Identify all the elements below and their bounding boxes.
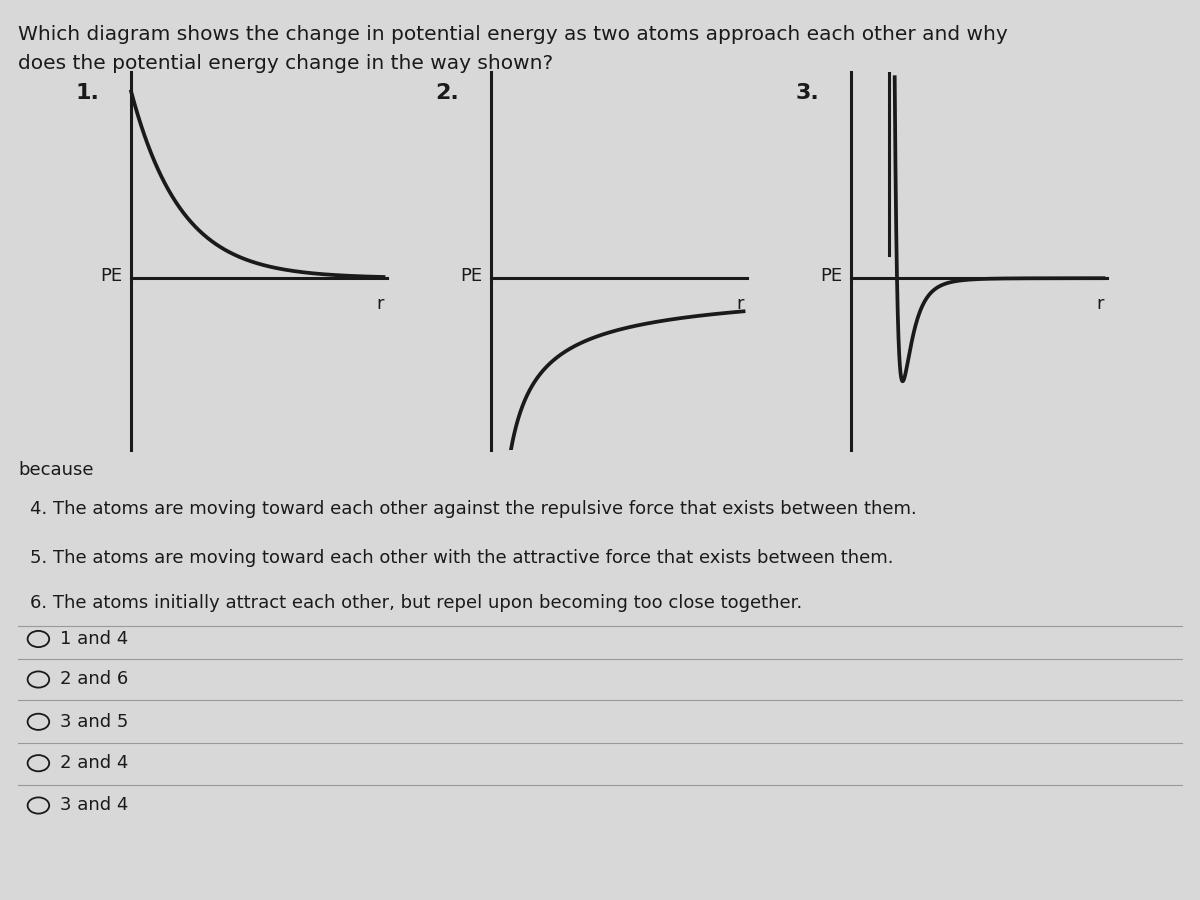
Text: r: r: [377, 295, 384, 313]
Text: does the potential energy change in the way shown?: does the potential energy change in the …: [18, 54, 553, 73]
Text: r: r: [737, 295, 744, 313]
Text: PE: PE: [101, 267, 122, 285]
Text: because: because: [18, 461, 94, 479]
Text: 5. The atoms are moving toward each other with the attractive force that exists : 5. The atoms are moving toward each othe…: [30, 549, 894, 567]
Text: 2 and 4: 2 and 4: [60, 754, 128, 772]
Text: r: r: [1097, 295, 1104, 313]
Text: 2 and 6: 2 and 6: [60, 670, 128, 688]
Text: PE: PE: [821, 267, 842, 285]
Text: 3 and 5: 3 and 5: [60, 713, 128, 731]
Text: Which diagram shows the change in potential energy as two atoms approach each ot: Which diagram shows the change in potent…: [18, 25, 1008, 44]
Text: 4. The atoms are moving toward each other against the repulsive force that exist: 4. The atoms are moving toward each othe…: [30, 500, 917, 518]
Text: 2.: 2.: [436, 84, 460, 104]
Text: 6. The atoms initially attract each other, but repel upon becoming too close tog: 6. The atoms initially attract each othe…: [30, 594, 803, 612]
Text: PE: PE: [461, 267, 482, 285]
Text: 3 and 4: 3 and 4: [60, 796, 128, 814]
Text: 1 and 4: 1 and 4: [60, 630, 128, 648]
Text: 1.: 1.: [76, 84, 100, 104]
Text: 3.: 3.: [796, 84, 820, 104]
